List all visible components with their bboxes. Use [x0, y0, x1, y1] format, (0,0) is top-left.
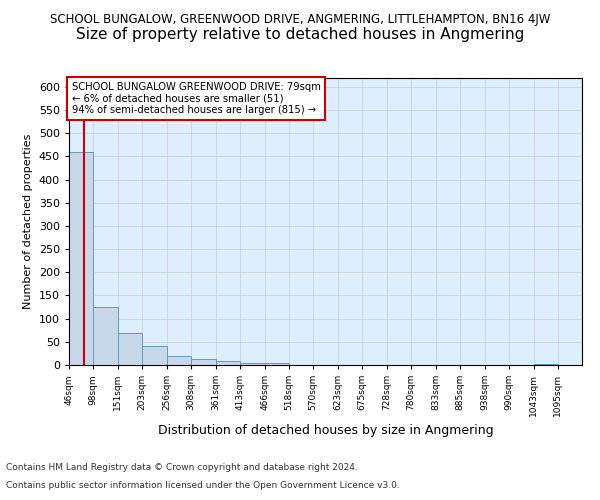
Text: SCHOOL BUNGALOW, GREENWOOD DRIVE, ANGMERING, LITTLEHAMPTON, BN16 4JW: SCHOOL BUNGALOW, GREENWOOD DRIVE, ANGMER… — [50, 12, 550, 26]
X-axis label: Distribution of detached houses by size in Angmering: Distribution of detached houses by size … — [158, 424, 493, 438]
Bar — [142, 346, 167, 365]
Bar — [265, 362, 289, 365]
Text: Contains HM Land Registry data © Crown copyright and database right 2024.: Contains HM Land Registry data © Crown c… — [6, 464, 358, 472]
Bar — [69, 152, 93, 365]
Bar — [167, 356, 191, 365]
Bar — [533, 364, 557, 365]
Text: SCHOOL BUNGALOW GREENWOOD DRIVE: 79sqm
← 6% of detached houses are smaller (51)
: SCHOOL BUNGALOW GREENWOOD DRIVE: 79sqm ←… — [71, 82, 320, 115]
Bar — [94, 307, 118, 365]
Bar — [216, 362, 240, 365]
Bar — [240, 362, 265, 365]
Bar — [118, 332, 142, 365]
Text: Size of property relative to detached houses in Angmering: Size of property relative to detached ho… — [76, 28, 524, 42]
Text: Contains public sector information licensed under the Open Government Licence v3: Contains public sector information licen… — [6, 481, 400, 490]
Y-axis label: Number of detached properties: Number of detached properties — [23, 134, 33, 309]
Bar — [191, 360, 215, 365]
